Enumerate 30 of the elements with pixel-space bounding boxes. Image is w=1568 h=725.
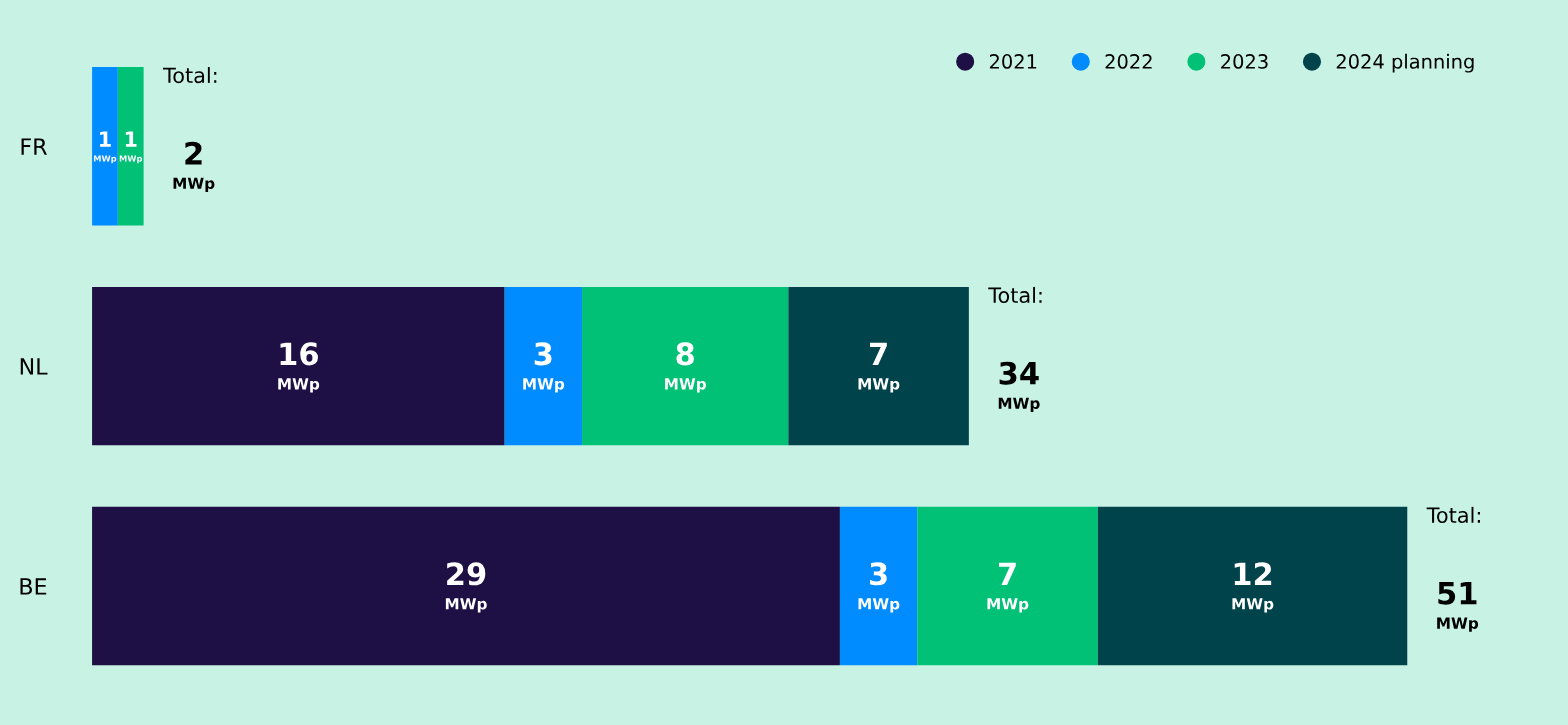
data-label: 3 MWp	[858, 562, 900, 613]
bar	[788, 286, 969, 446]
data-label: 7 MWp	[987, 562, 1029, 613]
text: Total: 2 MWp	[163, 67, 217, 193]
y-tick-label: NL	[20, 358, 48, 375]
data-label: 12 MWp	[1232, 562, 1274, 613]
bar	[92, 67, 118, 226]
legend-label: 2023	[1221, 54, 1268, 69]
bar	[504, 286, 583, 446]
bar	[839, 506, 918, 666]
data-label: 3 MWp	[523, 342, 565, 393]
bar	[92, 506, 840, 666]
text: Total: 34 MWp	[988, 286, 1042, 412]
y-tick-label: FR	[21, 138, 47, 155]
data-label: 1 MWp	[93, 131, 117, 164]
bar	[582, 286, 789, 446]
bar	[92, 286, 505, 446]
data-label: 16 MWp	[278, 342, 320, 393]
data-label: 7 MWp	[858, 342, 900, 393]
legend-label: 2021	[989, 54, 1037, 69]
data-label: 29 MWp	[445, 562, 487, 613]
bar	[117, 67, 144, 226]
legend-label: 2022	[1105, 54, 1152, 69]
text: Total: 51 MWp	[1426, 506, 1480, 632]
bar	[1097, 506, 1408, 666]
y-tick-label: BE	[20, 578, 47, 595]
data-label: 1 MWp	[119, 131, 143, 164]
data-label: 8 MWp	[665, 342, 706, 393]
legend-label: 2024 planning	[1336, 53, 1474, 73]
bar	[917, 506, 1098, 666]
